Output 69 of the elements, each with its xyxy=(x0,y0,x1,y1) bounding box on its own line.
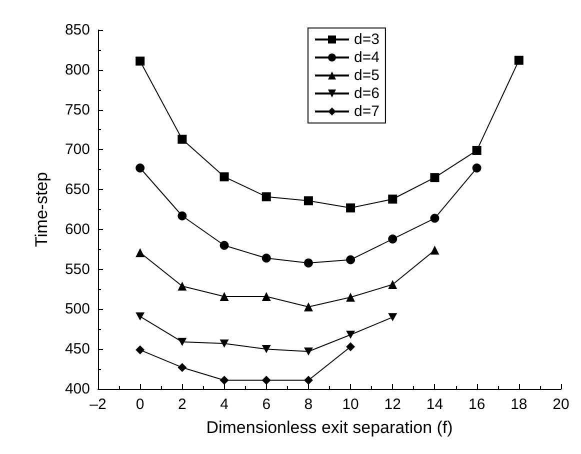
legend-label: d=6 xyxy=(354,85,380,102)
y-axis-title: Time-step xyxy=(32,172,51,247)
legend-label: d=5 xyxy=(354,67,380,84)
point xyxy=(304,258,313,268)
point xyxy=(136,248,145,258)
point xyxy=(388,280,398,289)
y-tick-label: 850 xyxy=(64,22,90,38)
x-tick-label: 10 xyxy=(342,396,359,413)
x-tick-label: 20 xyxy=(552,396,570,413)
point xyxy=(388,313,398,322)
point xyxy=(178,134,187,144)
point xyxy=(472,164,482,173)
y-tick-label: 550 xyxy=(64,260,90,278)
point xyxy=(262,345,271,354)
point xyxy=(178,282,187,291)
point xyxy=(430,173,440,182)
point xyxy=(220,339,229,348)
y-tick-label: 700 xyxy=(64,141,90,158)
y-tick-label: 400 xyxy=(64,380,90,398)
point xyxy=(220,240,229,250)
x-tick-label: 18 xyxy=(510,396,528,413)
point xyxy=(304,347,313,356)
point xyxy=(136,56,145,66)
point xyxy=(178,211,187,220)
x-tick-label: –2 xyxy=(90,396,106,413)
y-tick-label: 750 xyxy=(64,101,90,118)
x-tick-label: 0 xyxy=(136,396,144,413)
point xyxy=(220,376,229,385)
point xyxy=(388,194,398,204)
x-tick-label: 2 xyxy=(178,396,186,413)
point xyxy=(388,234,398,244)
legend-label: d=7 xyxy=(354,103,380,120)
x-tick-label: 12 xyxy=(384,396,401,413)
point xyxy=(304,302,313,312)
point xyxy=(178,362,187,372)
point xyxy=(178,338,187,346)
point xyxy=(262,292,271,301)
point xyxy=(430,246,440,255)
point xyxy=(346,255,356,264)
x-tick-label: 4 xyxy=(220,396,228,413)
x-axis-title: Dimensionless exit separation (f) xyxy=(206,418,453,437)
point xyxy=(346,292,356,302)
point xyxy=(262,254,271,263)
point xyxy=(472,146,482,155)
point xyxy=(220,172,229,182)
x-tick-label: 6 xyxy=(262,396,271,413)
y-tick-label: 500 xyxy=(64,300,90,318)
point xyxy=(136,345,145,354)
point xyxy=(136,312,145,320)
y-tick-label: 800 xyxy=(64,61,90,78)
y-tick-label: 450 xyxy=(64,340,90,358)
point xyxy=(220,292,229,301)
point xyxy=(136,164,145,173)
legend-label: d=4 xyxy=(354,49,380,66)
y-tick-label: 600 xyxy=(64,220,90,238)
point xyxy=(304,376,313,385)
point xyxy=(262,376,271,385)
point xyxy=(514,56,524,65)
point xyxy=(346,330,356,339)
legend-label: d=3 xyxy=(354,31,380,48)
point xyxy=(346,203,356,212)
x-tick-label: 14 xyxy=(426,396,444,413)
x-tick-label: 8 xyxy=(304,396,313,413)
point xyxy=(430,214,440,223)
point xyxy=(262,192,271,202)
y-tick-label: 650 xyxy=(64,181,90,198)
point xyxy=(346,342,356,352)
x-tick-label: 16 xyxy=(468,396,486,413)
point xyxy=(304,196,313,206)
